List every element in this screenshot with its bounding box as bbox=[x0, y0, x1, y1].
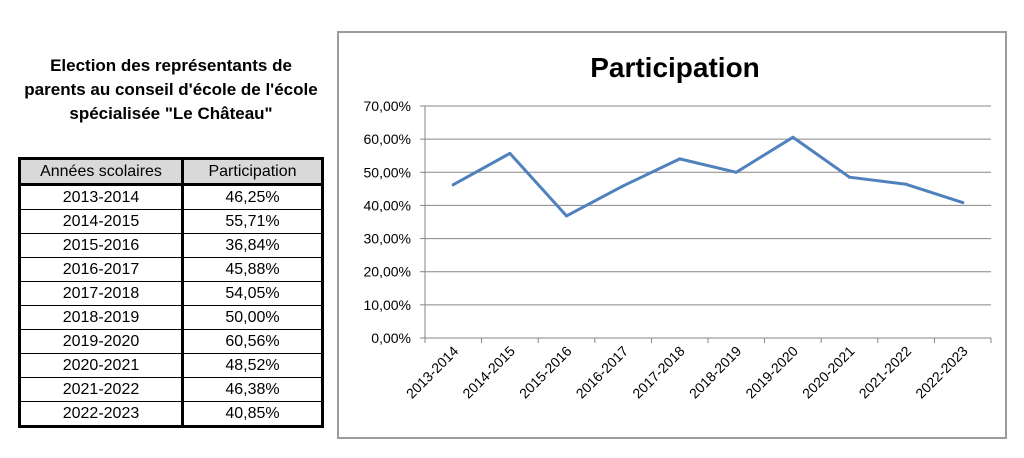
participation-cell: 50,00% bbox=[182, 305, 323, 330]
axes bbox=[420, 105, 992, 343]
table-title-line-2: parents au conseil d'école de l'école bbox=[24, 80, 318, 99]
series-layer bbox=[451, 135, 965, 218]
data-point bbox=[961, 201, 965, 205]
year-cell: 2015-2016 bbox=[19, 233, 184, 258]
y-tick-label: 70,00% bbox=[364, 98, 411, 114]
year-cell: 2017-2018 bbox=[19, 281, 184, 306]
data-point bbox=[565, 214, 568, 218]
y-tick-label: 0,00% bbox=[371, 330, 411, 346]
x-tick-label: 2015-2016 bbox=[516, 343, 575, 402]
y-tick-label: 60,00% bbox=[364, 131, 411, 147]
x-tick-label: 2019-2020 bbox=[742, 343, 801, 402]
year-cell: 2022-2023 bbox=[19, 401, 184, 427]
data-point bbox=[904, 182, 908, 186]
participation-cell: 55,71% bbox=[182, 209, 323, 234]
table-header-row: Années scolaires Participation bbox=[19, 158, 323, 186]
x-tick-labels: 2013-20142014-20152015-20162016-20172017… bbox=[403, 343, 971, 402]
x-tick-label: 2013-2014 bbox=[403, 343, 462, 402]
participation-cell: 48,52% bbox=[182, 353, 323, 378]
data-point bbox=[678, 157, 682, 161]
data-point bbox=[451, 183, 455, 187]
table-row: 2013-2014 46,25% bbox=[19, 184, 323, 210]
data-point bbox=[734, 170, 738, 174]
participation-cell: 60,56% bbox=[182, 329, 323, 354]
participation-cell: 46,38% bbox=[182, 377, 323, 402]
chart-canvas: Participation 0,00% 10,00% 20,00% 30,00% 40,… bbox=[364, 52, 992, 402]
participation-cell: 54,05% bbox=[182, 281, 323, 306]
y-tick-label: 10,00% bbox=[364, 297, 411, 313]
y-tick-label: 30,00% bbox=[364, 231, 411, 247]
y-tick-label: 50,00% bbox=[364, 164, 411, 180]
year-cell: 2020-2021 bbox=[19, 353, 184, 378]
year-cell: 2018-2019 bbox=[19, 305, 184, 330]
x-tick-label: 2018-2019 bbox=[686, 343, 745, 402]
participation-cell: 46,25% bbox=[182, 184, 323, 210]
data-point bbox=[621, 184, 625, 188]
header-annees-scolaires: Années scolaires bbox=[19, 158, 184, 186]
data-point bbox=[508, 151, 512, 155]
x-tick-label: 2022-2023 bbox=[912, 343, 971, 402]
year-cell: 2021-2022 bbox=[19, 377, 184, 402]
participation-series-line bbox=[451, 135, 965, 218]
participation-cell: 45,88% bbox=[182, 257, 323, 282]
table-title-line-1: Election des représentants de bbox=[50, 56, 292, 75]
x-tick-label: 2014-2015 bbox=[459, 343, 518, 402]
year-cell: 2016-2017 bbox=[19, 257, 184, 282]
table-row: 2020-2021 48,52% bbox=[19, 353, 323, 378]
participation-cell: 36,84% bbox=[182, 233, 323, 258]
year-cell: 2014-2015 bbox=[19, 209, 184, 234]
x-tick-label: 2020-2021 bbox=[799, 343, 858, 402]
x-tick-label: 2017-2018 bbox=[629, 343, 688, 402]
x-tick-label: 2016-2017 bbox=[573, 343, 632, 402]
y-tick-label: 40,00% bbox=[364, 197, 411, 213]
line-chart: Participation 0,00% 10,00% 20,00% 30,00% 40,… bbox=[337, 31, 1007, 439]
table-row: 2014-2015 55,71% bbox=[19, 209, 323, 234]
participation-cell: 40,85% bbox=[182, 401, 323, 427]
table-row: 2018-2019 50,00% bbox=[19, 305, 323, 330]
table-row: 2016-2017 45,88% bbox=[19, 257, 323, 282]
table-row: 2022-2023 40,85% bbox=[19, 401, 323, 427]
table-row: 2021-2022 46,38% bbox=[19, 377, 323, 402]
chart-title: Participation bbox=[590, 52, 760, 83]
y-tick-labels: 0,00% 10,00% 20,00% 30,00% 40,00% 50,00% 60,00… bbox=[364, 98, 411, 346]
table-row: 2015-2016 36,84% bbox=[19, 233, 323, 258]
participation-table: Années scolaires Participation 2013-2014… bbox=[18, 157, 324, 428]
table-title-line-3: spécialisée "Le Château" bbox=[69, 104, 273, 123]
year-cell: 2019-2020 bbox=[19, 329, 184, 354]
header-participation: Participation bbox=[182, 158, 323, 186]
grid-lines bbox=[425, 105, 991, 306]
y-tick-label: 20,00% bbox=[364, 264, 411, 280]
x-tick-label: 2021-2022 bbox=[856, 343, 915, 402]
table-row: 2017-2018 54,05% bbox=[19, 281, 323, 306]
table-title: Election des représentants de parents au… bbox=[18, 54, 324, 126]
table-row: 2019-2020 60,56% bbox=[19, 329, 323, 354]
year-cell: 2013-2014 bbox=[19, 184, 184, 210]
data-point bbox=[848, 175, 851, 179]
data-point bbox=[791, 135, 795, 139]
